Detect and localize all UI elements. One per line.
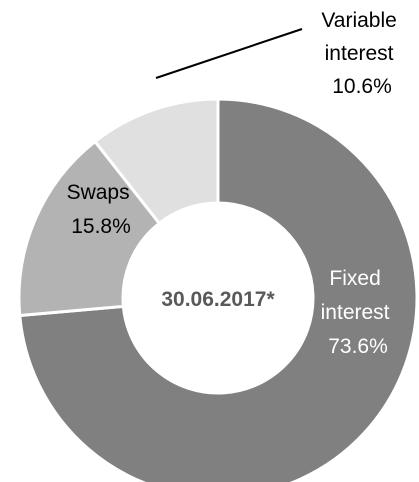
variable-interest-leader-line: [155, 28, 303, 79]
slice-label-variable-interest: Variable interest 10.6%: [321, 9, 402, 98]
slice-label-swaps: Swaps 15.8%: [67, 181, 136, 238]
slice-value-swaps: 15.8%: [71, 215, 131, 238]
slice-label-variable-interest-line1: Variable: [321, 9, 397, 32]
slice-label-fixed-interest-line2: interest: [321, 301, 390, 324]
slice-fixed-interest: [18, 97, 419, 482]
slice-variable-interest: [92, 97, 220, 226]
slice-label-swaps-line1: Swaps: [67, 181, 130, 204]
slice-label-fixed-interest-line1: Fixed: [329, 267, 380, 290]
center-label: 30.06.2017*: [161, 288, 275, 311]
slice-label-variable-interest-line2: interest: [325, 42, 394, 65]
donut-slices: [17, 97, 419, 482]
slice-value-variable-interest: 10.6%: [332, 75, 392, 98]
slice-swaps: [17, 139, 162, 318]
slice-value-fixed-interest: 73.6%: [328, 335, 388, 358]
slice-label-fixed-interest: Fixed interest 73.6%: [321, 267, 396, 358]
